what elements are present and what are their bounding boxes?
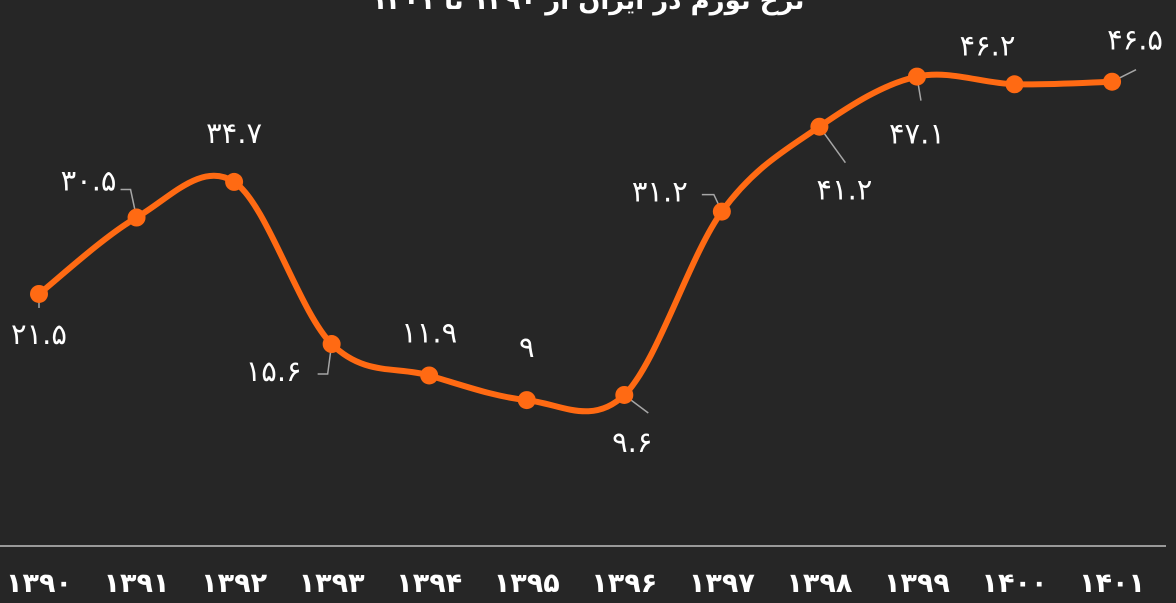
leader-line [120, 188, 138, 218]
leader-line [317, 343, 333, 375]
x-tick-label: ۱۳۹۴ [396, 568, 462, 599]
data-label: ۳۱.۲ [632, 175, 688, 209]
data-point [615, 385, 634, 404]
chart-title: نرخ تورم در ایران از ۱۳۹۰ تا ۱۴۰۱ [371, 0, 805, 16]
data-label: ۴۷.۱ [889, 117, 945, 151]
series-line [36, 71, 1116, 415]
data-label: ۳۰.۵ [61, 164, 117, 198]
x-tick-label: ۱۳۹۵ [494, 568, 560, 599]
x-tick-label: ۱۴۰۰ [982, 568, 1048, 599]
data-label: ۲۱.۵ [11, 317, 67, 351]
data-point [225, 172, 244, 191]
data-point [907, 67, 926, 86]
data-label: ۳۴.۷ [206, 116, 262, 150]
x-tick-label: ۱۳۹۰ [6, 568, 72, 599]
data-point [1005, 75, 1024, 94]
x-tick-label: ۱۳۹۹ [884, 568, 950, 599]
x-tick-label: ۱۳۹۲ [201, 568, 267, 599]
data-point [127, 208, 146, 227]
data-point [1103, 72, 1122, 91]
data-point [30, 284, 48, 303]
x-tick-label: ۱۳۹۳ [299, 568, 365, 599]
data-label: ۴۶.۲ [960, 28, 1016, 62]
x-tick-label: ۱۳۹۶ [591, 568, 657, 599]
x-tick-label: ۱۳۹۱ [104, 568, 170, 599]
data-point [322, 335, 341, 354]
data-label: ۴۱.۲ [816, 173, 872, 207]
data-point [420, 366, 439, 385]
data-point [712, 202, 731, 221]
data-label: ۹ [519, 330, 535, 364]
x-tick-label: ۱۳۹۷ [689, 568, 755, 599]
data-point [810, 117, 829, 136]
data-point [517, 391, 536, 410]
data-label: ۱۱.۹ [401, 315, 457, 349]
data-label: ۱۵.۶ [246, 354, 302, 388]
data-label: ۹.۶ [612, 425, 652, 459]
data-label: ۴۶.۵ [1107, 23, 1163, 57]
x-tick-label: ۱۳۹۸ [786, 568, 852, 599]
x-tick-label: ۱۴۰۱ [1079, 568, 1145, 599]
